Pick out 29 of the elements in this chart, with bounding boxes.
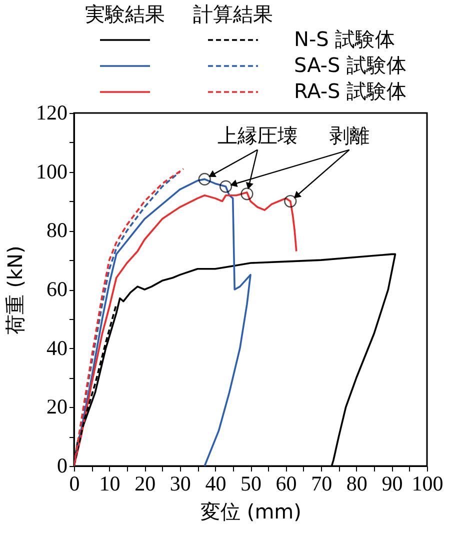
y-tick-label: 40: [46, 336, 68, 360]
y-axis-title: 荷重 (kN): [3, 246, 27, 334]
x-tick-label: 10: [99, 472, 120, 496]
x-tick-label: 60: [276, 472, 297, 496]
x-axis-title: 変位 (mm): [200, 500, 302, 524]
x-tick-label: 100: [412, 472, 444, 496]
text: 計算結果: [193, 2, 273, 26]
point: [240, 188, 254, 200]
annotation: 剥離: [329, 124, 370, 148]
x-tick-label: 20: [134, 472, 156, 496]
x-tick-label: 40: [205, 472, 226, 496]
x-tick-label: 50: [240, 472, 262, 496]
point: [284, 194, 297, 208]
x-tick-label: 70: [311, 472, 332, 496]
text: 実験結果: [85, 2, 165, 26]
y-tick-label: 60: [46, 277, 68, 301]
x-tick-label: 90: [382, 472, 403, 496]
annotation: 上縁圧壊: [218, 124, 298, 148]
x-tick-label: 30: [170, 472, 191, 496]
y-tick-label: 20: [46, 394, 68, 419]
y-tick-label: 120: [36, 100, 68, 124]
y-tick-label: 80: [46, 218, 68, 242]
x-tick-label: 80: [346, 472, 368, 496]
y-tick-label: 100: [36, 159, 68, 184]
legend-label: SA-S 試験体: [294, 53, 407, 77]
legend-label: RA-S 試験体: [294, 79, 407, 103]
y-tick-label: 0: [57, 454, 68, 478]
point: [198, 172, 211, 186]
legend-label: N-S 試験体: [294, 27, 396, 51]
